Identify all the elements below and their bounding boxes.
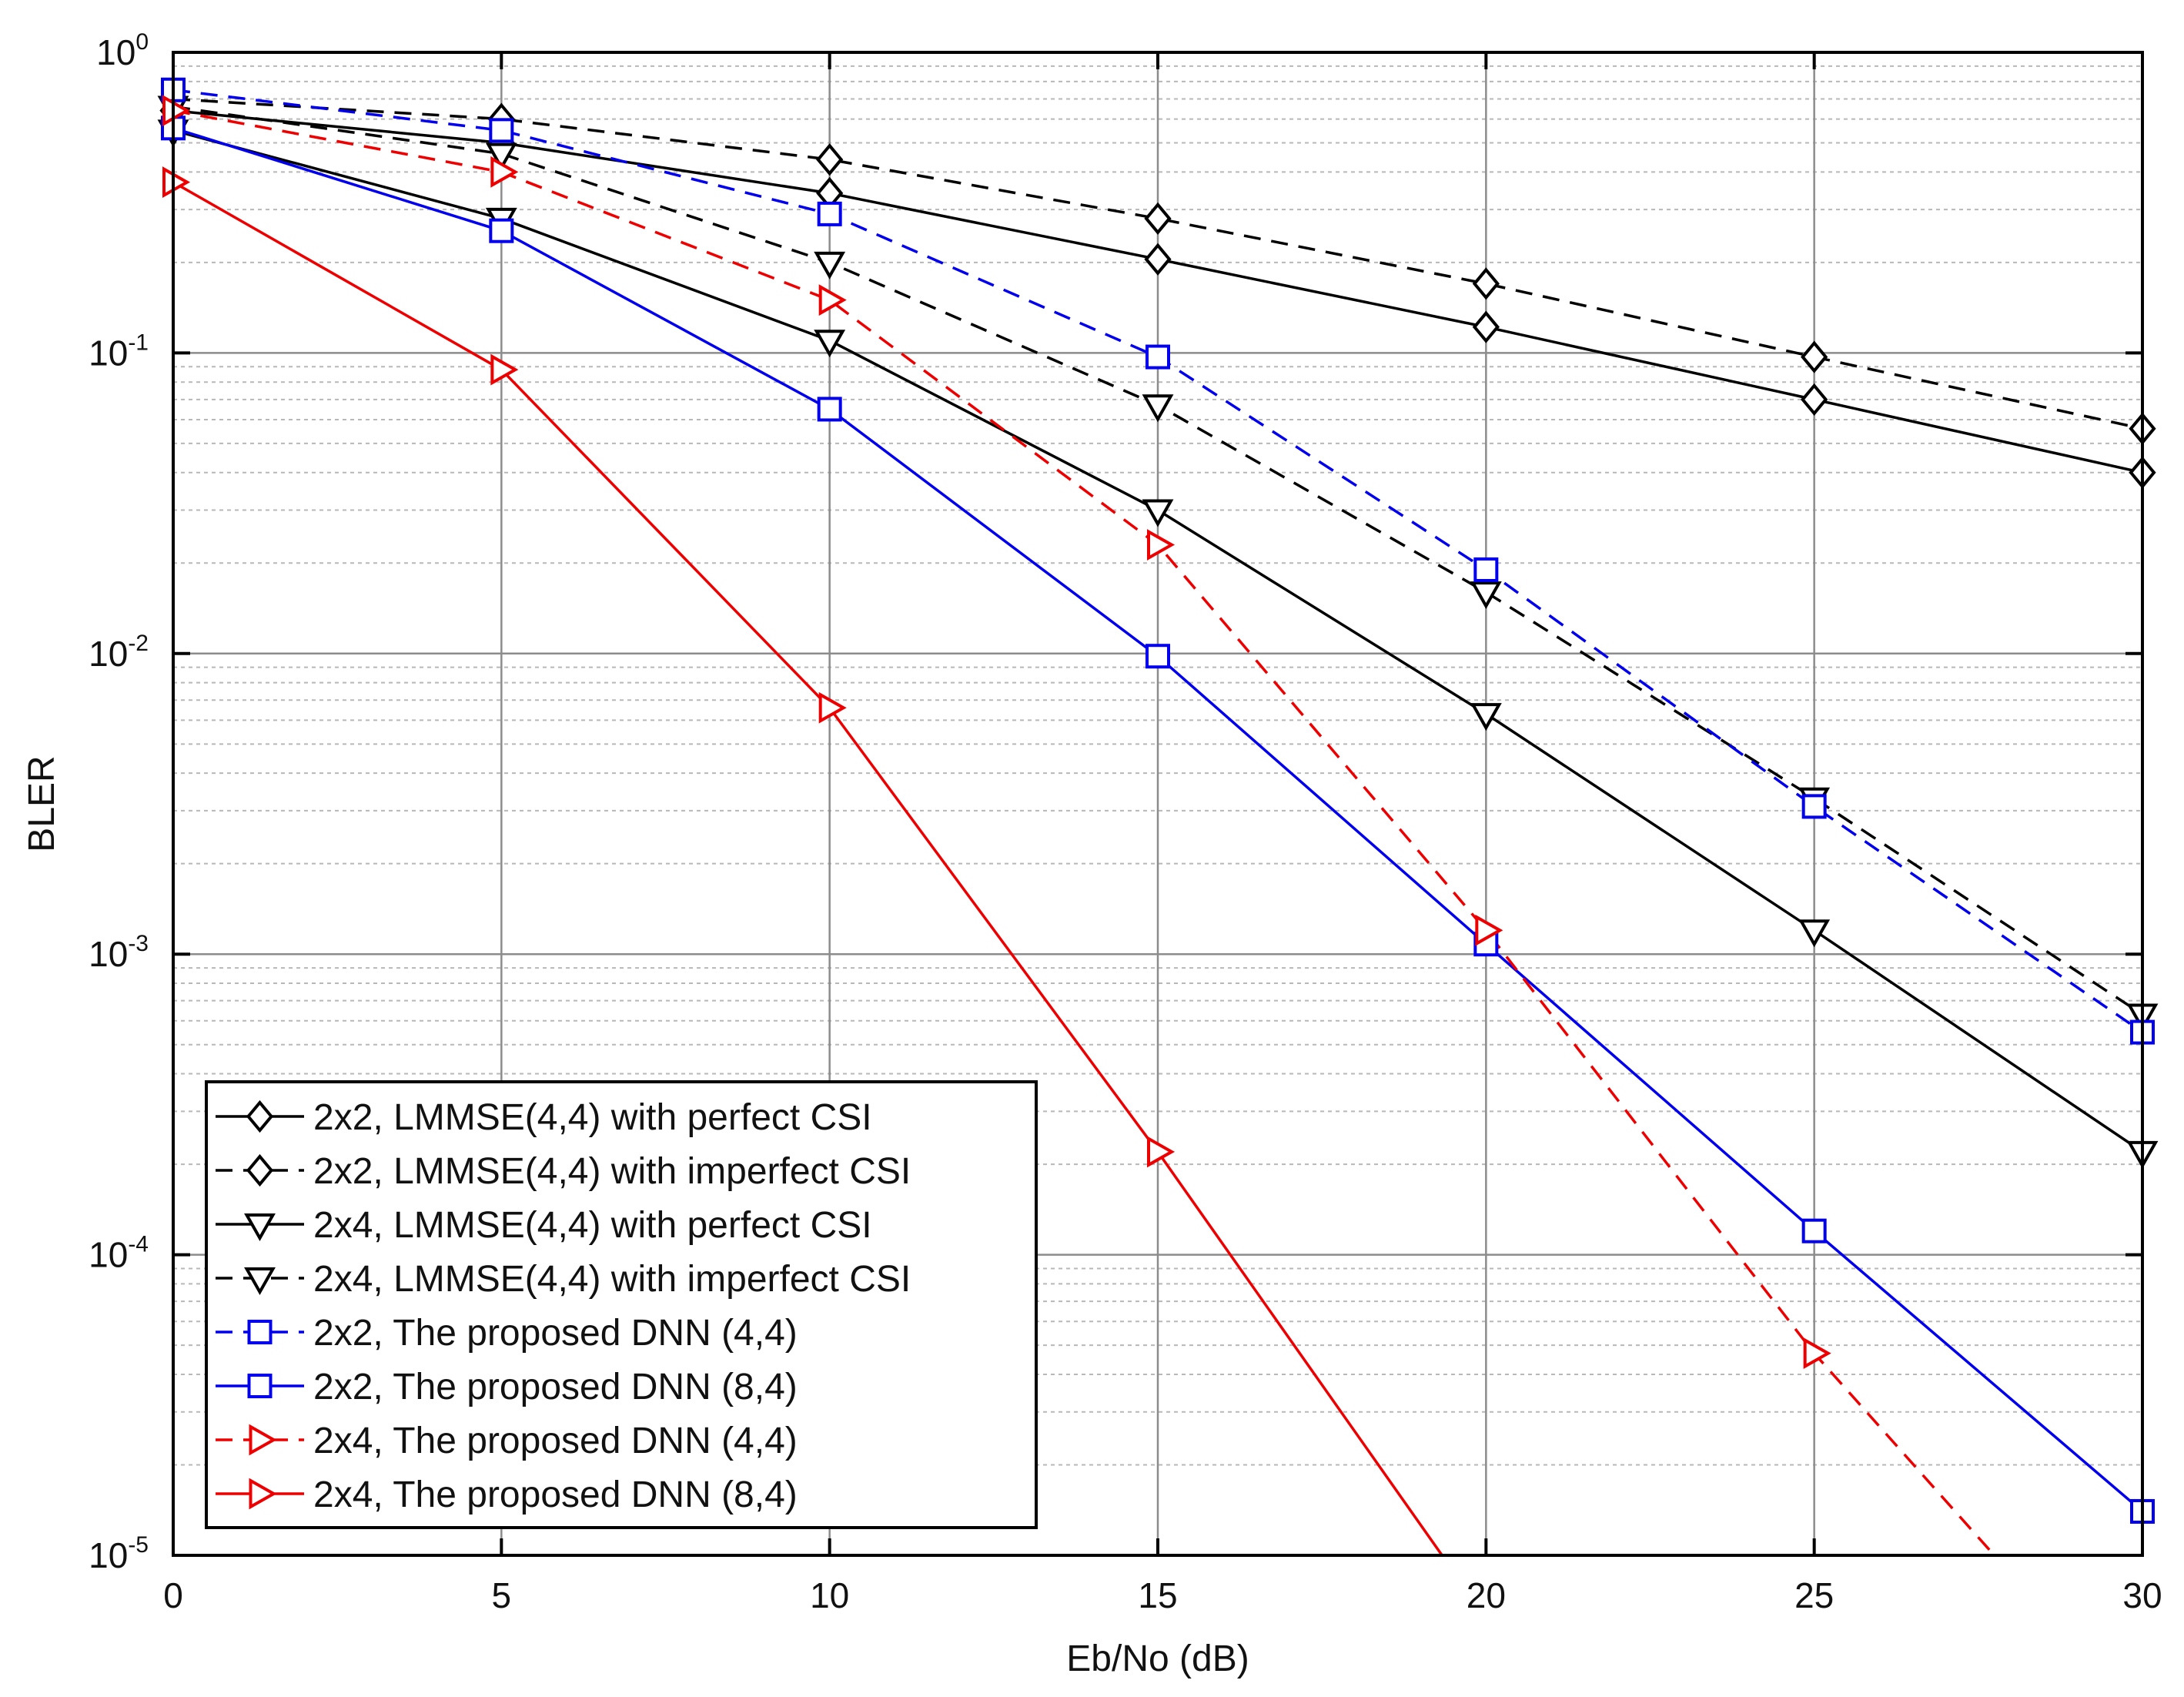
legend-marker-8 xyxy=(249,1478,277,1510)
data-point-series-7 xyxy=(162,95,191,127)
data-point-series-8 xyxy=(1147,1136,1176,1168)
data-point-series-5 xyxy=(817,201,842,226)
data-point-series-1 xyxy=(1472,310,1500,343)
legend-marker-3 xyxy=(244,1213,276,1242)
data-point-series-5 xyxy=(1801,794,1827,819)
data-point-series-5 xyxy=(1146,344,1170,370)
data-point-series-6 xyxy=(1801,1218,1827,1243)
data-point-series-3 xyxy=(1142,499,1174,527)
legend-marker-6 xyxy=(247,1374,273,1398)
data-point-series-6 xyxy=(817,397,842,422)
y-tick-label: 10-3 xyxy=(89,931,149,974)
data-point-series-5 xyxy=(489,118,514,143)
legend-label-7: 2x4, The proposed DNN (4,4) xyxy=(313,1421,798,1461)
marker-layer xyxy=(157,77,2159,1524)
data-point-series-4 xyxy=(1470,581,1502,610)
data-point-series-7 xyxy=(818,284,847,316)
data-point-series-5 xyxy=(1473,557,1499,582)
y-tick-label: 10-4 xyxy=(89,1232,149,1275)
legend: 2x2, LMMSE(4,4) with perfect CSI 2x2, LMM… xyxy=(205,1080,1038,1529)
data-point-series-6 xyxy=(489,218,514,243)
x-tick-label: 30 xyxy=(2122,1575,2162,1615)
legend-marker-7 xyxy=(249,1424,277,1456)
data-point-series-2 xyxy=(1144,202,1172,235)
x-tick-label: 20 xyxy=(1467,1575,1506,1615)
axis-ticks: 100 10-1 10-2 10-3 10-4 10-5 0 5 10 15 20 25 30 xyxy=(89,29,2162,1615)
legend-label-4: 2x4, LMMSE(4,4) with imperfect CSI xyxy=(313,1259,911,1300)
x-tick-label: 15 xyxy=(1138,1575,1177,1615)
legend-label-6: 2x2, The proposed DNN (8,4) xyxy=(313,1367,798,1407)
x-axis-label: Eb/No (dB) xyxy=(1066,1638,1249,1679)
x-tick-label: 25 xyxy=(1794,1575,1834,1615)
x-tick-label: 0 xyxy=(163,1575,183,1615)
y-tick-label: 10-1 xyxy=(89,330,149,373)
data-point-series-2 xyxy=(1801,340,1828,373)
y-tick-label: 100 xyxy=(96,29,149,72)
legend-marker-1 xyxy=(246,1100,274,1133)
data-point-series-8 xyxy=(818,691,847,724)
data-point-series-3 xyxy=(1470,703,1502,731)
data-point-series-7 xyxy=(1475,914,1503,946)
x-tick-label: 5 xyxy=(492,1575,512,1615)
legend-label-2: 2x2, LMMSE(4,4) with imperfect CSI xyxy=(313,1151,911,1192)
legend-marker-2 xyxy=(246,1153,274,1187)
data-point-series-7 xyxy=(1147,529,1176,561)
y-tick-label: 10-2 xyxy=(89,631,149,674)
legend-label-3: 2x4, LMMSE(4,4) with perfect CSI xyxy=(313,1205,872,1246)
data-point-series-2 xyxy=(1472,267,1500,300)
data-point-series-2 xyxy=(816,143,844,176)
data-point-series-7 xyxy=(1803,1337,1831,1370)
data-point-series-1 xyxy=(1801,383,1828,416)
data-point-series-1 xyxy=(1144,243,1172,276)
legend-marker-5 xyxy=(247,1320,273,1344)
data-point-series-4 xyxy=(814,251,846,279)
y-tick-label: 10-5 xyxy=(89,1532,149,1575)
data-point-series-4 xyxy=(485,142,517,171)
data-point-series-3 xyxy=(814,330,846,358)
data-point-series-3 xyxy=(1798,919,1831,948)
legend-marker-4 xyxy=(244,1267,276,1296)
legend-label-1: 2x2, LMMSE(4,4) with perfect CSI xyxy=(313,1097,872,1138)
legend-label-5: 2x2, The proposed DNN (4,4) xyxy=(313,1313,798,1354)
data-point-series-4 xyxy=(1142,394,1174,423)
legend-box xyxy=(205,1080,1038,1529)
data-point-series-8 xyxy=(162,166,191,199)
y-axis-label: BLER xyxy=(22,755,62,852)
data-point-series-7 xyxy=(490,156,519,188)
data-point-series-8 xyxy=(490,353,519,386)
data-point-series-6 xyxy=(1146,644,1170,669)
x-tick-label: 10 xyxy=(810,1575,849,1615)
legend-label-8: 2x4, The proposed DNN (8,4) xyxy=(313,1474,798,1515)
